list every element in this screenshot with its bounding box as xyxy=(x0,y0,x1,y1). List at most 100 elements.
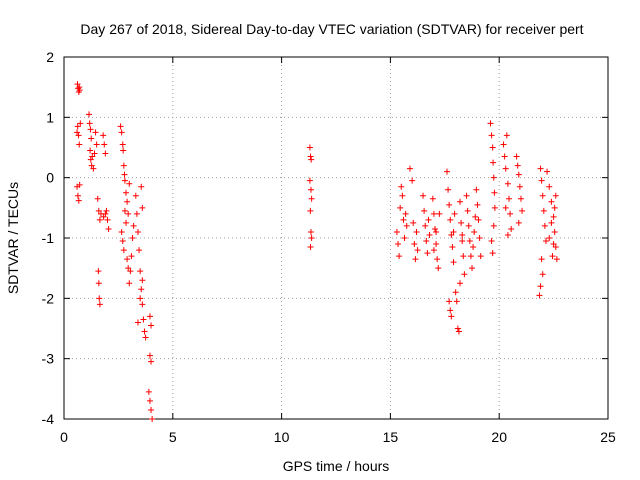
data-point xyxy=(546,183,553,190)
data-point xyxy=(87,156,94,163)
data-point xyxy=(77,120,84,127)
data-point xyxy=(447,307,454,314)
data-point xyxy=(454,325,461,332)
data-point xyxy=(412,256,419,263)
data-point xyxy=(88,162,95,169)
data-point xyxy=(100,132,107,139)
data-point xyxy=(460,253,467,260)
data-point xyxy=(105,225,112,232)
data-point xyxy=(515,219,522,226)
data-point xyxy=(139,301,146,308)
x-tick-label: 0 xyxy=(60,429,68,445)
data-point xyxy=(136,247,143,254)
data-point xyxy=(148,406,155,413)
data-point xyxy=(539,192,546,199)
data-point xyxy=(448,231,455,238)
data-point xyxy=(127,268,134,275)
data-point xyxy=(477,253,484,260)
data-point xyxy=(491,204,498,211)
data-point xyxy=(148,322,155,329)
data-point xyxy=(91,150,98,157)
data-point xyxy=(308,195,315,202)
data-point xyxy=(449,244,456,251)
data-point xyxy=(145,388,152,395)
chart-title: Day 267 of 2018, Sidereal Day-to-day VTE… xyxy=(80,21,583,37)
data-point xyxy=(538,177,545,184)
y-tick-label: 0 xyxy=(46,170,54,186)
data-point xyxy=(118,228,125,235)
data-point xyxy=(507,210,514,217)
data-point xyxy=(94,195,101,202)
data-point xyxy=(550,241,557,248)
data-point xyxy=(307,186,314,193)
data-point xyxy=(93,141,100,148)
data-point xyxy=(504,231,511,238)
data-point xyxy=(503,132,510,139)
data-point xyxy=(436,210,443,217)
data-point xyxy=(433,241,440,248)
data-point xyxy=(501,153,508,160)
y-tick-labels: -4 -3 -2 -1 0 1 2 xyxy=(42,49,55,427)
y-tick-label: 1 xyxy=(46,109,54,125)
data-point xyxy=(121,207,128,214)
data-point xyxy=(126,280,133,287)
data-point xyxy=(455,328,462,335)
data-point xyxy=(87,147,94,154)
data-point xyxy=(393,228,400,235)
data-point xyxy=(128,253,135,260)
data-point xyxy=(505,195,512,202)
data-point xyxy=(129,235,136,241)
data-point xyxy=(546,235,553,241)
data-point xyxy=(423,238,430,245)
data-point xyxy=(402,210,409,217)
data-point xyxy=(118,129,125,136)
data-point xyxy=(119,141,126,148)
y-axis-label: SDTVAR / TECUs xyxy=(5,182,21,294)
data-point xyxy=(450,259,457,266)
data-point xyxy=(88,135,95,142)
data-point xyxy=(96,295,103,302)
data-point xyxy=(410,219,417,226)
data-point xyxy=(75,132,82,139)
data-point xyxy=(465,222,472,229)
data-point xyxy=(504,180,511,187)
data-point xyxy=(461,271,468,278)
data-points xyxy=(74,81,560,422)
data-point xyxy=(102,210,109,217)
data-point xyxy=(308,235,315,241)
data-point xyxy=(103,207,110,214)
data-point xyxy=(539,271,546,278)
data-point xyxy=(473,186,480,193)
data-point xyxy=(430,210,437,217)
x-tick-label: 20 xyxy=(491,429,507,445)
data-point xyxy=(134,228,141,235)
data-point xyxy=(86,120,93,127)
data-point xyxy=(544,168,551,175)
data-point xyxy=(508,225,515,232)
data-point xyxy=(421,207,428,214)
data-point xyxy=(307,153,314,160)
data-point xyxy=(90,165,97,172)
data-point xyxy=(130,222,137,229)
data-point xyxy=(502,204,509,211)
data-point xyxy=(471,228,478,235)
data-point xyxy=(137,268,144,275)
data-point xyxy=(459,238,466,245)
data-point xyxy=(308,156,315,163)
data-point xyxy=(463,192,470,199)
data-point xyxy=(87,126,94,133)
data-point xyxy=(429,195,436,202)
data-point xyxy=(457,198,464,205)
data-point xyxy=(513,153,520,160)
data-point xyxy=(515,171,522,178)
data-point xyxy=(104,216,111,223)
data-point xyxy=(457,280,464,287)
data-point xyxy=(406,165,413,172)
data-point xyxy=(75,197,82,204)
data-point xyxy=(446,298,453,305)
data-point xyxy=(536,292,543,299)
data-point xyxy=(401,235,408,241)
data-point xyxy=(138,286,145,293)
data-point xyxy=(396,253,403,260)
